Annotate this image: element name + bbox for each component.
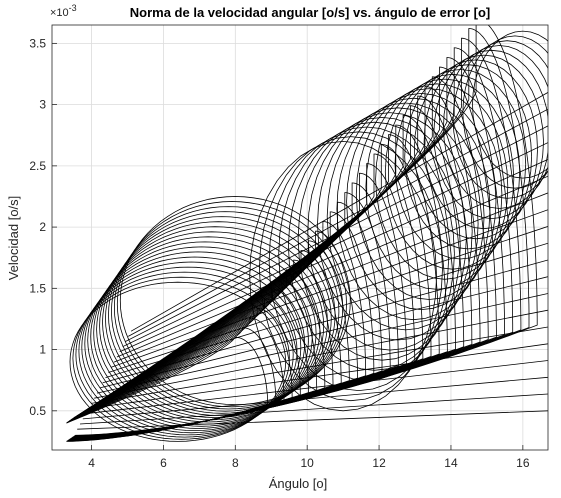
x-tick-label: 16 [516,456,530,470]
x-tick-label: 8 [232,456,239,470]
x-axis-label: Ángulo [o] [269,476,328,491]
y-tick-label: 2.5 [29,159,46,173]
y-tick-label: 3.5 [29,36,46,50]
chart-title: Norma de la velocidad angular [o/s] vs. … [130,5,490,20]
x-tick-label: 14 [444,456,458,470]
y-tick-label: 1 [39,343,46,357]
y-tick-label: 2 [39,220,46,234]
x-tick-label: 4 [88,456,95,470]
y-axis-exponent: ×10-3 [50,3,77,19]
y-tick-label: 1.5 [29,281,46,295]
x-tick-label: 10 [301,456,315,470]
y-tick-label: 3 [39,98,46,112]
y-axis-label: Velocidad [o/s] [6,196,21,281]
y-exponent-power: -3 [69,3,77,13]
y-tick-label: 0.5 [29,404,46,418]
x-tick-label: 12 [372,456,386,470]
x-tick-label: 6 [160,456,167,470]
y-exponent-base: ×10 [50,7,69,19]
